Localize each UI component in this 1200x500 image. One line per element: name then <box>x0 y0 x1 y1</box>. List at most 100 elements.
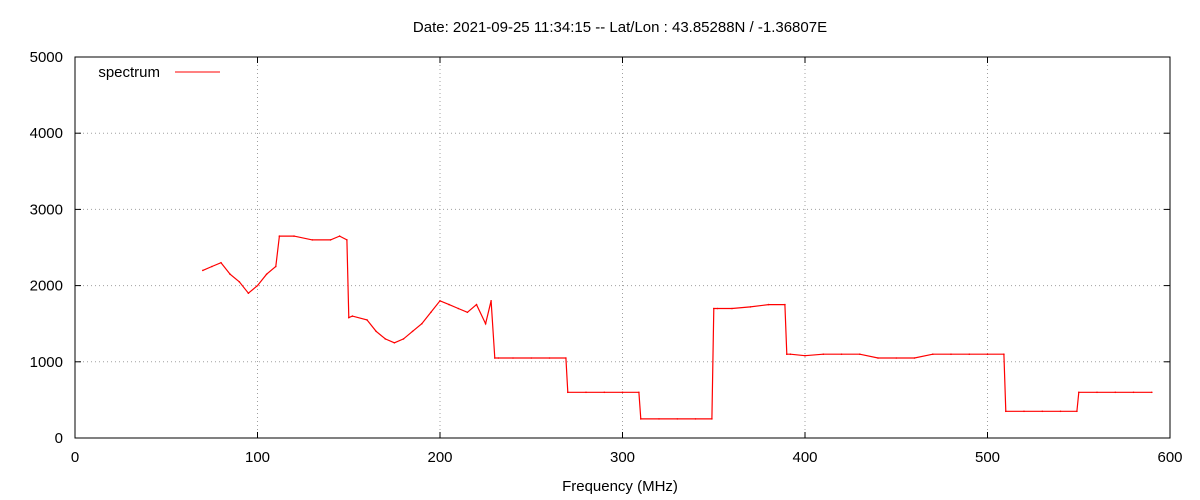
x-tick-label: 600 <box>1157 449 1182 466</box>
data-point <box>375 330 377 333</box>
data-point <box>640 418 642 420</box>
data-point <box>877 357 879 359</box>
grid-lines <box>75 57 1170 438</box>
x-tick-label: 400 <box>792 449 817 466</box>
data-point <box>512 357 514 359</box>
x-tick-label: 100 <box>245 449 270 466</box>
data-point <box>211 265 213 268</box>
data-point <box>490 300 492 302</box>
data-point <box>494 357 496 359</box>
data-point <box>711 418 713 420</box>
data-point <box>466 311 469 314</box>
data-point <box>256 284 259 287</box>
data-point <box>913 357 916 359</box>
y-tick-label: 0 <box>55 430 63 447</box>
data-point <box>448 303 450 306</box>
data-point <box>968 353 971 356</box>
data-point <box>603 391 606 394</box>
data-point <box>351 315 354 317</box>
data-point <box>497 357 500 359</box>
data-point <box>275 265 277 268</box>
data-point <box>1076 410 1078 413</box>
x-tick-label: 500 <box>975 449 1000 466</box>
chart-title: Date: 2021-09-25 11:34:15 -- Lat/Lon : 4… <box>413 19 827 36</box>
data-point <box>421 322 423 325</box>
data-point <box>585 391 587 394</box>
series-line-spectrum <box>202 235 1152 420</box>
data-point <box>457 307 460 310</box>
data-point <box>676 418 679 420</box>
data-point <box>348 316 350 319</box>
y-tick-label: 3000 <box>30 201 63 218</box>
data-point <box>822 353 825 356</box>
data-point <box>393 342 396 344</box>
data-point <box>548 357 551 359</box>
data-point <box>804 354 806 357</box>
data-point <box>238 281 241 283</box>
data-point <box>1041 410 1044 413</box>
data-point <box>713 307 715 310</box>
data-point <box>716 307 719 310</box>
series-spectrum <box>202 235 1153 420</box>
data-point <box>694 418 697 420</box>
data-point <box>530 357 533 359</box>
data-point <box>767 303 770 306</box>
legend: spectrum <box>98 64 220 81</box>
axis-ticks: 0 100 200 300 400 500 600 0 1000 2000 3000 4000 5000 <box>30 49 1183 466</box>
data-point <box>1059 410 1062 413</box>
data-point <box>658 418 660 420</box>
data-point <box>786 353 788 356</box>
x-tick-label: 200 <box>427 449 452 466</box>
data-point <box>638 391 640 394</box>
data-point <box>402 338 405 340</box>
data-point <box>293 235 295 237</box>
data-point <box>895 357 898 359</box>
x-tick-label: 300 <box>610 449 635 466</box>
data-point <box>411 330 414 333</box>
data-point <box>202 269 204 272</box>
data-point <box>229 273 231 276</box>
data-point <box>366 319 368 321</box>
data-point <box>749 306 752 308</box>
data-point <box>475 303 478 306</box>
data-point <box>329 239 332 241</box>
data-point <box>565 357 567 359</box>
data-point <box>265 273 268 276</box>
data-point <box>932 353 934 356</box>
data-point <box>278 235 281 237</box>
plot-frame <box>74 56 1171 439</box>
data-point <box>950 353 952 356</box>
data-point <box>220 261 222 264</box>
data-point <box>784 303 786 306</box>
y-tick-label: 5000 <box>30 49 63 66</box>
data-point <box>789 353 792 356</box>
data-point <box>247 292 250 295</box>
x-tick-label: 0 <box>71 449 79 466</box>
data-point <box>484 322 487 325</box>
data-point <box>1132 391 1135 394</box>
data-point <box>346 239 348 241</box>
data-point <box>567 391 569 394</box>
data-point <box>338 235 341 237</box>
data-point <box>439 300 441 302</box>
data-point <box>840 353 843 356</box>
data-point <box>430 311 432 314</box>
data-point <box>311 239 314 241</box>
y-tick-label: 2000 <box>30 278 63 295</box>
data-point <box>1005 410 1007 413</box>
data-point <box>731 307 733 310</box>
data-point <box>621 391 624 394</box>
data-point <box>1151 391 1153 394</box>
legend-label-spectrum: spectrum <box>98 64 160 81</box>
data-point <box>1078 391 1080 394</box>
data-point <box>1003 353 1005 356</box>
data-point <box>1114 391 1117 394</box>
y-tick-label: 4000 <box>30 125 63 142</box>
data-point <box>1096 391 1098 394</box>
data-point <box>1023 410 1025 413</box>
data-point <box>384 338 387 340</box>
y-tick-label: 1000 <box>30 354 63 371</box>
x-axis-label: Frequency (MHz) <box>562 478 678 495</box>
data-point <box>859 353 861 356</box>
